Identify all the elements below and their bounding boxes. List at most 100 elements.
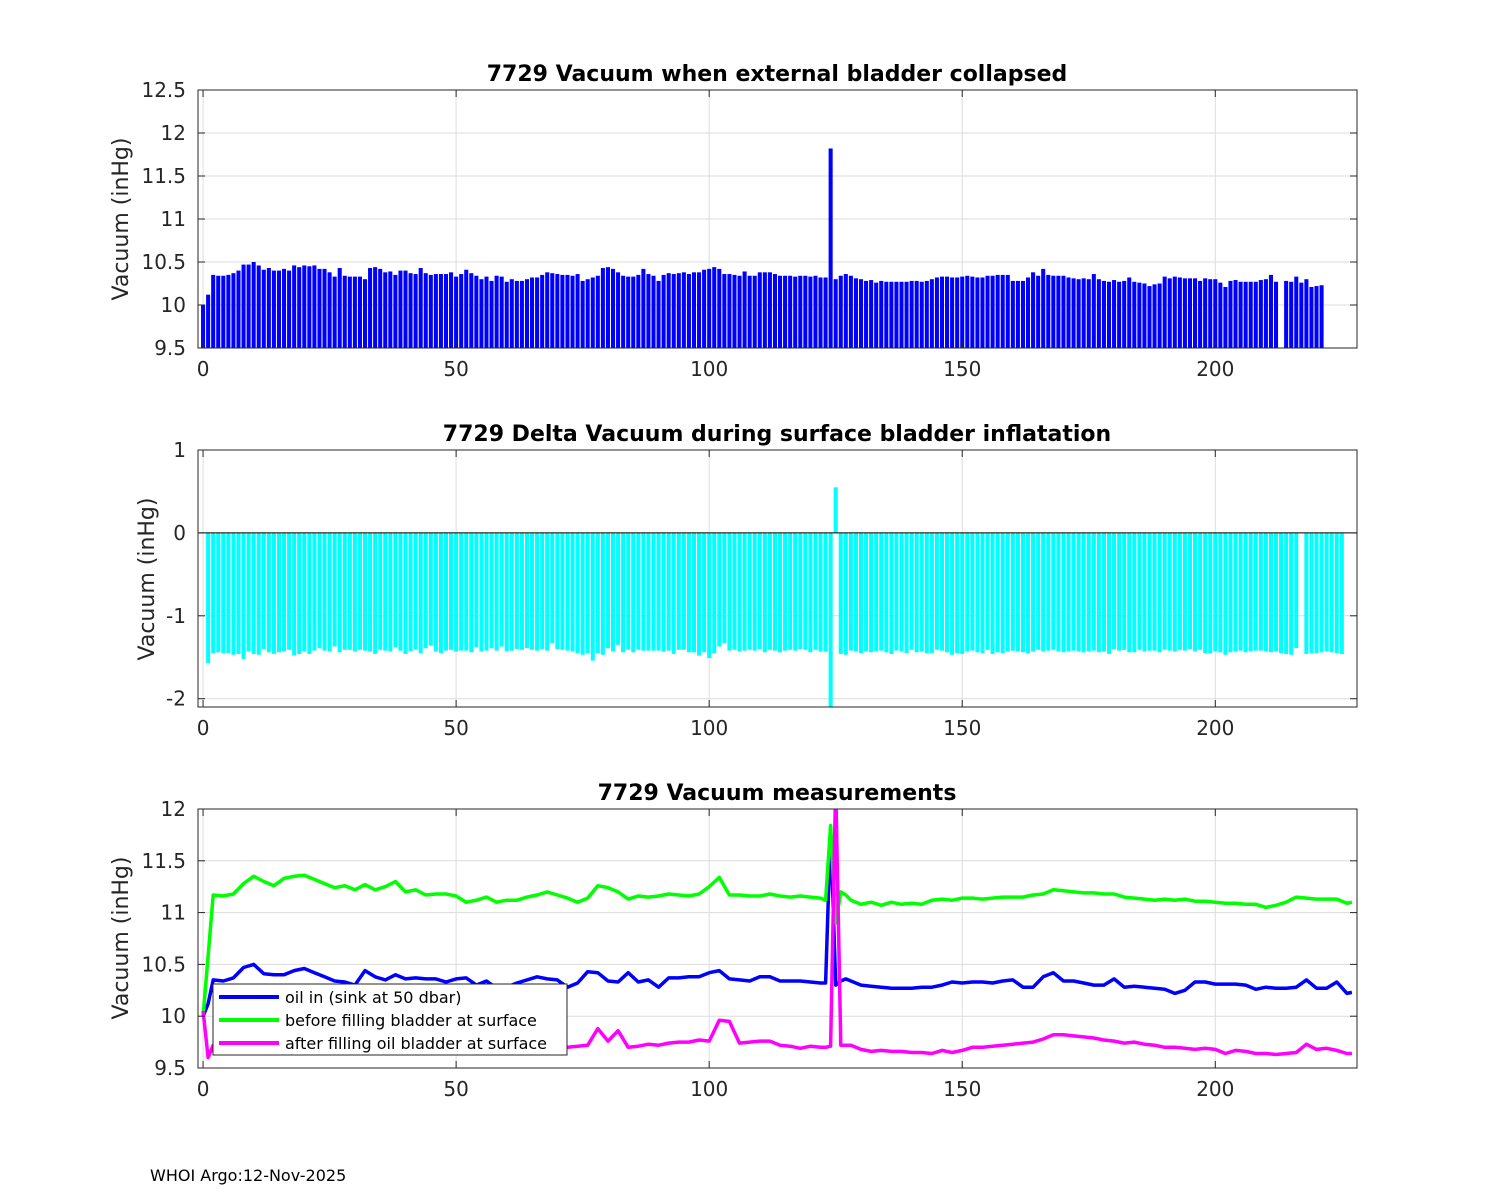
bar xyxy=(1279,532,1284,654)
bar xyxy=(1122,280,1127,348)
bar xyxy=(980,277,985,348)
bar xyxy=(1061,275,1066,348)
bar xyxy=(1223,532,1228,655)
bar xyxy=(762,532,767,653)
bar xyxy=(535,277,540,348)
bar xyxy=(752,532,757,651)
bar xyxy=(1177,532,1182,650)
bar xyxy=(1223,286,1228,348)
bar xyxy=(1314,286,1319,348)
bar xyxy=(585,532,590,654)
bar xyxy=(722,274,727,348)
bar xyxy=(879,280,884,348)
bar xyxy=(1193,278,1198,348)
bar xyxy=(378,532,383,650)
bar xyxy=(1157,283,1162,348)
bar xyxy=(1248,532,1253,652)
bar xyxy=(1117,281,1122,348)
bar xyxy=(980,532,985,654)
bar xyxy=(1198,532,1203,650)
bar xyxy=(747,275,752,348)
bar xyxy=(990,275,995,348)
bar xyxy=(530,277,535,348)
bar xyxy=(864,532,869,652)
bar xyxy=(798,532,803,649)
bar xyxy=(1273,532,1279,652)
bar xyxy=(337,268,342,348)
bar xyxy=(1233,280,1238,348)
bar xyxy=(1334,532,1339,654)
x-tick-label: 150 xyxy=(943,716,981,740)
bar xyxy=(1258,280,1263,348)
bar xyxy=(256,532,261,655)
bar xyxy=(484,276,489,348)
bar xyxy=(347,532,352,650)
bar xyxy=(216,275,221,348)
x-tick-label: 50 xyxy=(443,357,468,381)
bar xyxy=(853,532,858,652)
bar xyxy=(691,532,697,653)
bar xyxy=(1132,532,1137,653)
bar xyxy=(823,532,828,652)
bar xyxy=(904,281,909,348)
bar xyxy=(530,532,535,650)
x-tick-label: 100 xyxy=(690,1077,728,1101)
bar xyxy=(464,269,469,348)
bar xyxy=(1203,532,1208,654)
x-tick-label: 150 xyxy=(943,357,981,381)
bar xyxy=(560,532,565,650)
bar xyxy=(545,532,550,651)
bar xyxy=(985,275,990,348)
bar xyxy=(580,280,585,348)
axes-frame xyxy=(197,808,1358,1069)
bar xyxy=(271,532,276,654)
bar xyxy=(423,273,428,348)
bar xyxy=(1187,532,1193,649)
bar xyxy=(610,532,616,652)
bar xyxy=(712,267,717,348)
bar xyxy=(1046,532,1051,651)
bar xyxy=(1309,532,1314,654)
bar xyxy=(722,532,727,644)
bar xyxy=(727,274,732,348)
bar xyxy=(919,281,924,348)
bar xyxy=(1238,281,1243,348)
bar xyxy=(565,532,570,651)
bar xyxy=(848,532,853,651)
bar xyxy=(514,532,519,649)
x-tick-label: 150 xyxy=(943,1077,981,1101)
bar xyxy=(970,532,975,651)
bar xyxy=(1127,532,1132,653)
bar xyxy=(393,532,398,648)
bar xyxy=(540,532,545,649)
bar xyxy=(413,274,418,348)
bar xyxy=(449,532,454,650)
bar xyxy=(332,276,337,348)
bar xyxy=(742,532,747,651)
bar xyxy=(676,532,681,650)
bar xyxy=(732,532,737,650)
bar xyxy=(803,532,808,650)
bar xyxy=(1228,280,1233,348)
bar xyxy=(1238,532,1243,651)
bar xyxy=(474,275,479,348)
y-tick-label: 10.5 xyxy=(141,250,186,274)
bar xyxy=(1208,279,1213,348)
bar xyxy=(378,268,383,348)
bar xyxy=(803,275,808,348)
bar xyxy=(1187,278,1193,348)
bar xyxy=(287,532,292,650)
bar xyxy=(519,532,524,650)
bar xyxy=(1005,532,1010,652)
bar xyxy=(1076,279,1081,348)
bar xyxy=(600,532,605,655)
bar xyxy=(1263,532,1268,652)
bar xyxy=(1233,532,1238,652)
bar xyxy=(302,532,307,652)
bar xyxy=(241,264,246,348)
bar xyxy=(1132,281,1137,348)
bar xyxy=(322,532,327,651)
bar xyxy=(347,276,352,348)
bar xyxy=(403,270,408,348)
bar xyxy=(747,532,752,650)
